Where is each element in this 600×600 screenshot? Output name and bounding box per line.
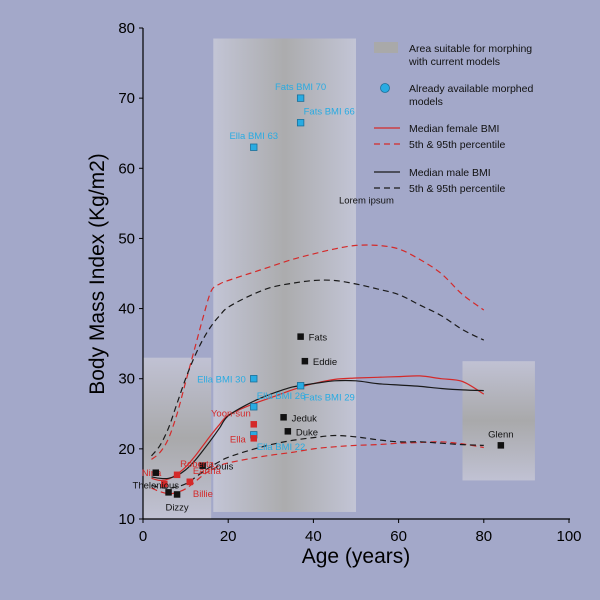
- point-unlabeled: [165, 489, 172, 496]
- point-duke: [284, 428, 292, 435]
- point-label-jeduk: Jeduk: [292, 413, 318, 424]
- point-fats: [297, 333, 304, 340]
- point-louis: [199, 462, 206, 469]
- point-label-fats: Fats: [309, 333, 328, 344]
- x-tick-label: 100: [556, 528, 581, 545]
- bmi-series: [151, 244, 485, 495]
- legend-swatch-marker: [380, 83, 390, 93]
- point-ella-bmi-30: [250, 375, 258, 383]
- legend-label: Median male BMI: [409, 167, 491, 179]
- point-label-thelonious: Thelonious: [133, 481, 180, 492]
- legend-entry-5: Median male BMI: [374, 167, 491, 179]
- legend-label: 5th & 95th percentile: [409, 183, 505, 195]
- point-label-ella: Ella: [230, 434, 247, 445]
- point-label-nina: Nina: [142, 468, 162, 479]
- legend-label: models: [409, 96, 443, 108]
- series-male-percentile-line: [151, 434, 484, 489]
- point-jeduk: [280, 414, 287, 421]
- point-label-eddie: Eddie: [313, 357, 337, 368]
- point-dizzy: [173, 491, 181, 498]
- series-male-percentile-line: [151, 279, 485, 457]
- series-female-percentile-line: [151, 244, 485, 460]
- x-tick-label: 0: [139, 528, 147, 545]
- point-label-ella-bmi-30: Ella BMI 30: [197, 375, 246, 386]
- legend-label: 5th & 95th percentile: [409, 139, 505, 151]
- point-fats-bmi-66: [296, 119, 305, 127]
- point-label-duke: Duke: [296, 427, 318, 438]
- legend-swatch-area: [374, 42, 398, 53]
- point-fats-bmi-70: [296, 94, 305, 102]
- series-female-median-line: [151, 375, 485, 482]
- x-tick-label: 40: [305, 528, 322, 545]
- point-label-dizzy: Dizzy: [165, 502, 188, 513]
- region-label: Lorem ipsum: [339, 195, 394, 206]
- point-eddie: [301, 357, 309, 365]
- y-tick-label: 40: [118, 301, 135, 318]
- y-tick-label: 10: [118, 511, 135, 528]
- legend-entry-6: 5th & 95th percentile: [374, 183, 505, 195]
- point-label-louis: Louis: [211, 462, 234, 473]
- point-label-fats-bmi-66: Fats BMI 66: [304, 107, 355, 118]
- point-ella-bmi-26: [250, 403, 258, 411]
- point-label-ella-bmi-63: Ella BMI 63: [229, 131, 278, 142]
- point-thelonious: [152, 469, 160, 476]
- point-label-billie: Billie: [193, 489, 213, 500]
- x-tick-label: 80: [475, 528, 492, 545]
- series-male-median-line: [151, 379, 484, 480]
- point-label-glenn: Glenn: [488, 429, 513, 440]
- point-glenn: [497, 442, 505, 449]
- point-label-roberta: Roberta: [180, 459, 215, 470]
- legend-label: with current models: [408, 56, 500, 68]
- data-points: Fats BMI 70 Fats BMI 66 Ella BMI 63 Ella BM…: [133, 82, 514, 513]
- point-fats-bmi-29: [296, 382, 305, 390]
- y-tick-label: 30: [118, 371, 135, 388]
- y-tick-label: 60: [118, 160, 135, 177]
- morph-region: [462, 361, 535, 481]
- point-yoon-sun: [250, 421, 258, 428]
- x-axis-title: Age (years): [302, 545, 411, 568]
- legend-label: Already available morphed: [409, 83, 533, 95]
- series-female-percentile-line: [151, 441, 484, 495]
- y-tick-label: 50: [118, 230, 135, 247]
- point-billie: [186, 478, 194, 486]
- y-tick-label: 80: [118, 20, 135, 37]
- x-tick-label: 60: [390, 528, 407, 545]
- y-tick-label: 20: [118, 441, 135, 458]
- point-nina: [161, 480, 168, 488]
- legend-label: Median female BMI: [409, 123, 499, 135]
- legend-label: Area suitable for morphing: [409, 43, 532, 55]
- axes: 0 20 40 60 80 100 10 20 30 40 50 60 70 80 Age (years) B…: [86, 20, 582, 568]
- point-label-yoon-sun: Yoon-sun: [211, 408, 251, 419]
- point-label-eartha: Eartha: [193, 466, 222, 477]
- point-label-ella-bmi-26: Ella BMI 26: [257, 391, 306, 402]
- point-ella-bmi-63: [250, 143, 258, 151]
- point-roberta: [173, 471, 181, 479]
- y-axis-title: Body Mass Index (Kg/m2): [86, 153, 109, 395]
- point-label-fats-bmi-70: Fats BMI 70: [275, 82, 326, 93]
- legend-entry-3: Median female BMI: [374, 123, 499, 135]
- point-label-fats-bmi-29: Fats BMI 29: [304, 393, 355, 404]
- y-tick-label: 70: [118, 90, 135, 107]
- point-label-ella-bmi-22: Ella BMI 22: [257, 442, 306, 453]
- x-tick-label: 20: [220, 528, 237, 545]
- point-ella: [250, 435, 258, 442]
- legend-entry-4: 5th & 95th percentile: [374, 139, 505, 151]
